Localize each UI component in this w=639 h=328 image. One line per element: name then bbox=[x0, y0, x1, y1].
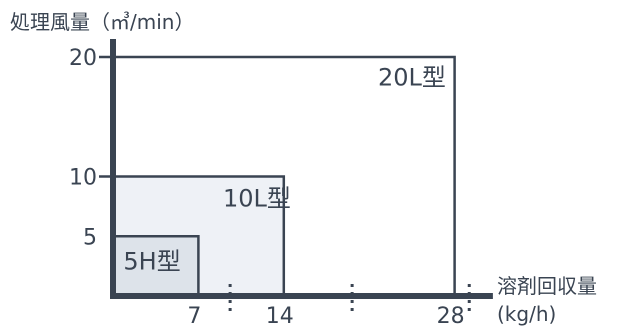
x-guide-dot bbox=[350, 284, 354, 287]
y-tick-label: 5 bbox=[83, 225, 97, 250]
y-axis-title: 処理風量（㎥/min） bbox=[10, 10, 195, 34]
y-tick-label: 20 bbox=[69, 46, 97, 71]
x-guide-dot bbox=[350, 308, 354, 311]
y-tick-label: 10 bbox=[69, 166, 97, 191]
x-guide-dot bbox=[467, 308, 471, 311]
region-label: 20L型 bbox=[378, 64, 446, 92]
x-axis-title: 溶剤回収量 (kg/h) bbox=[497, 272, 597, 328]
x-guide-dot bbox=[228, 308, 232, 311]
x-tick-label: 14 bbox=[266, 304, 294, 328]
x-axis-title-line1: 溶剤回収量 bbox=[497, 274, 597, 298]
x-axis-title-line2: (kg/h) bbox=[497, 302, 557, 326]
region-label: 10L型 bbox=[223, 184, 291, 212]
x-tick-label: 7 bbox=[187, 304, 201, 328]
x-guide-dot bbox=[228, 300, 232, 303]
x-guide-dot bbox=[467, 284, 471, 287]
x-guide-dot bbox=[467, 300, 471, 303]
x-guide-dot bbox=[467, 292, 471, 295]
x-guide-dot bbox=[228, 284, 232, 287]
x-tick-label: 28 bbox=[437, 304, 465, 328]
region-label: 5H型 bbox=[123, 248, 180, 276]
x-guide-dot bbox=[350, 300, 354, 303]
x-guide-dot bbox=[350, 292, 354, 295]
x-guide-dot bbox=[228, 292, 232, 295]
